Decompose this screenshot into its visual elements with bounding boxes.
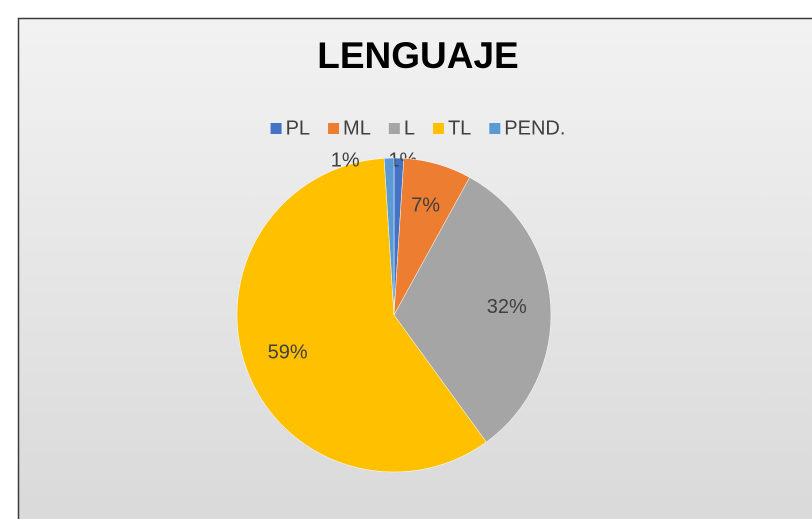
legend-swatch bbox=[489, 123, 501, 134]
legend-label: PEND. bbox=[504, 117, 565, 139]
legend-label: TL bbox=[448, 117, 471, 139]
chart-title: LENGUAJE bbox=[317, 35, 518, 76]
data-label: 59% bbox=[268, 342, 308, 364]
legend-swatch bbox=[270, 123, 282, 134]
legend-swatch bbox=[388, 123, 400, 134]
pie-slice bbox=[383, 157, 395, 316]
legend-label: PL bbox=[286, 117, 310, 139]
legend-label: ML bbox=[343, 117, 371, 139]
legend-label: L bbox=[404, 117, 415, 139]
legend: PL ML L TL PEND. bbox=[270, 117, 565, 139]
data-label: 32% bbox=[487, 296, 527, 318]
pie-slice bbox=[393, 177, 552, 443]
data-label: 7% bbox=[411, 195, 440, 217]
legend-swatch bbox=[432, 123, 444, 134]
legend-swatch bbox=[328, 123, 340, 134]
data-label: 1% bbox=[331, 149, 360, 171]
pie-slice bbox=[236, 158, 487, 473]
